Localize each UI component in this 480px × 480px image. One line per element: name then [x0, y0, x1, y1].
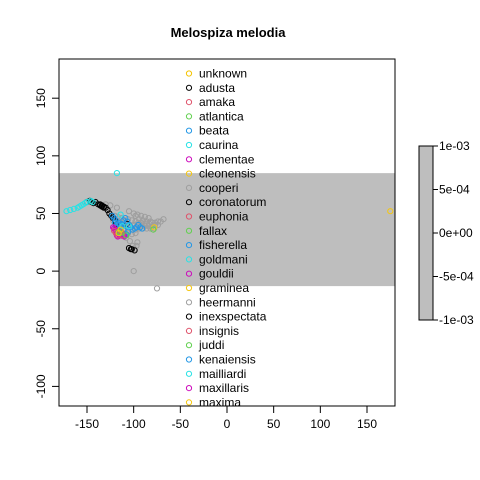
colorbar-tick-label: -1e-03	[439, 313, 474, 327]
legend-marker	[186, 314, 191, 319]
data-point-cooperi	[154, 286, 159, 291]
legend-marker	[186, 85, 191, 90]
legend-marker	[186, 285, 191, 290]
legend-label: gouldii	[199, 267, 234, 281]
legend-label: beata	[199, 124, 229, 138]
legend-label: heermanni	[199, 295, 256, 309]
x-tick-label: -100	[122, 417, 146, 431]
legend-label: euphonia	[199, 210, 249, 224]
legend-label: kenaiensis	[199, 353, 256, 367]
legend-label: cooperi	[199, 181, 238, 195]
legend-label: maxillaris	[199, 381, 249, 395]
colorbar: 1e-03 5e-04 0e+00 -5e-04 -1e-03	[419, 139, 474, 327]
y-tick-label: -50	[34, 320, 48, 338]
legend-marker	[186, 371, 191, 376]
legend-marker	[186, 357, 191, 362]
legend-marker	[186, 157, 191, 162]
x-tick-label: 150	[357, 417, 377, 431]
x-tick-label: -50	[172, 417, 190, 431]
legend-marker	[186, 128, 191, 133]
legend-label: coronatorum	[199, 195, 266, 209]
x-tick-label: 0	[224, 417, 231, 431]
legend-marker	[186, 328, 191, 333]
legend-label: amaka	[199, 95, 235, 109]
legend-label: cleonensis	[199, 167, 256, 181]
legend-label: insignis	[199, 324, 239, 338]
legend-label: atlantica	[199, 109, 244, 123]
legend-label: fisherella	[199, 238, 247, 252]
colorbar-swatch	[419, 146, 433, 320]
legend-label: fallax	[199, 224, 227, 238]
legend-marker	[186, 114, 191, 119]
y-tick-label: 50	[34, 206, 48, 220]
legend-label: clementae	[199, 152, 255, 166]
y-axis: -100 -50 0 50 100 150	[34, 88, 59, 399]
legend-marker	[186, 71, 191, 76]
y-tick-label: -100	[34, 374, 48, 398]
legend-marker	[186, 400, 191, 405]
legend-label: caurina	[199, 138, 239, 152]
legend-marker	[186, 343, 191, 348]
chart-title: Melospiza melodia	[171, 25, 287, 40]
legend-marker	[186, 142, 191, 147]
legend-label: graminea	[199, 281, 249, 295]
x-tick-label: -150	[75, 417, 99, 431]
colorbar-tick-label: -5e-04	[439, 270, 474, 284]
legend-marker	[186, 386, 191, 391]
legend-label: unknown	[199, 67, 247, 81]
x-axis: -150 -100 -50 0 50 100 150	[75, 406, 377, 431]
y-tick-label: 100	[34, 146, 48, 166]
x-tick-label: 50	[267, 417, 281, 431]
legend-label: maxima	[199, 395, 241, 409]
colorbar-tick-label: 5e-04	[439, 183, 470, 197]
legend-marker	[186, 300, 191, 305]
legend-label: mailliardi	[199, 367, 246, 381]
colorbar-tick-label: 0e+00	[439, 226, 473, 240]
colorbar-tick-label: 1e-03	[439, 139, 470, 153]
legend-marker	[186, 100, 191, 105]
legend-label: inexspectata	[199, 310, 267, 324]
legend-label: adusta	[199, 81, 235, 95]
legend-label: juddi	[198, 338, 224, 352]
legend-label: goldmani	[199, 252, 248, 266]
y-tick-label: 150	[34, 88, 48, 108]
y-tick-label: 0	[34, 267, 48, 274]
x-tick-label: 100	[310, 417, 330, 431]
